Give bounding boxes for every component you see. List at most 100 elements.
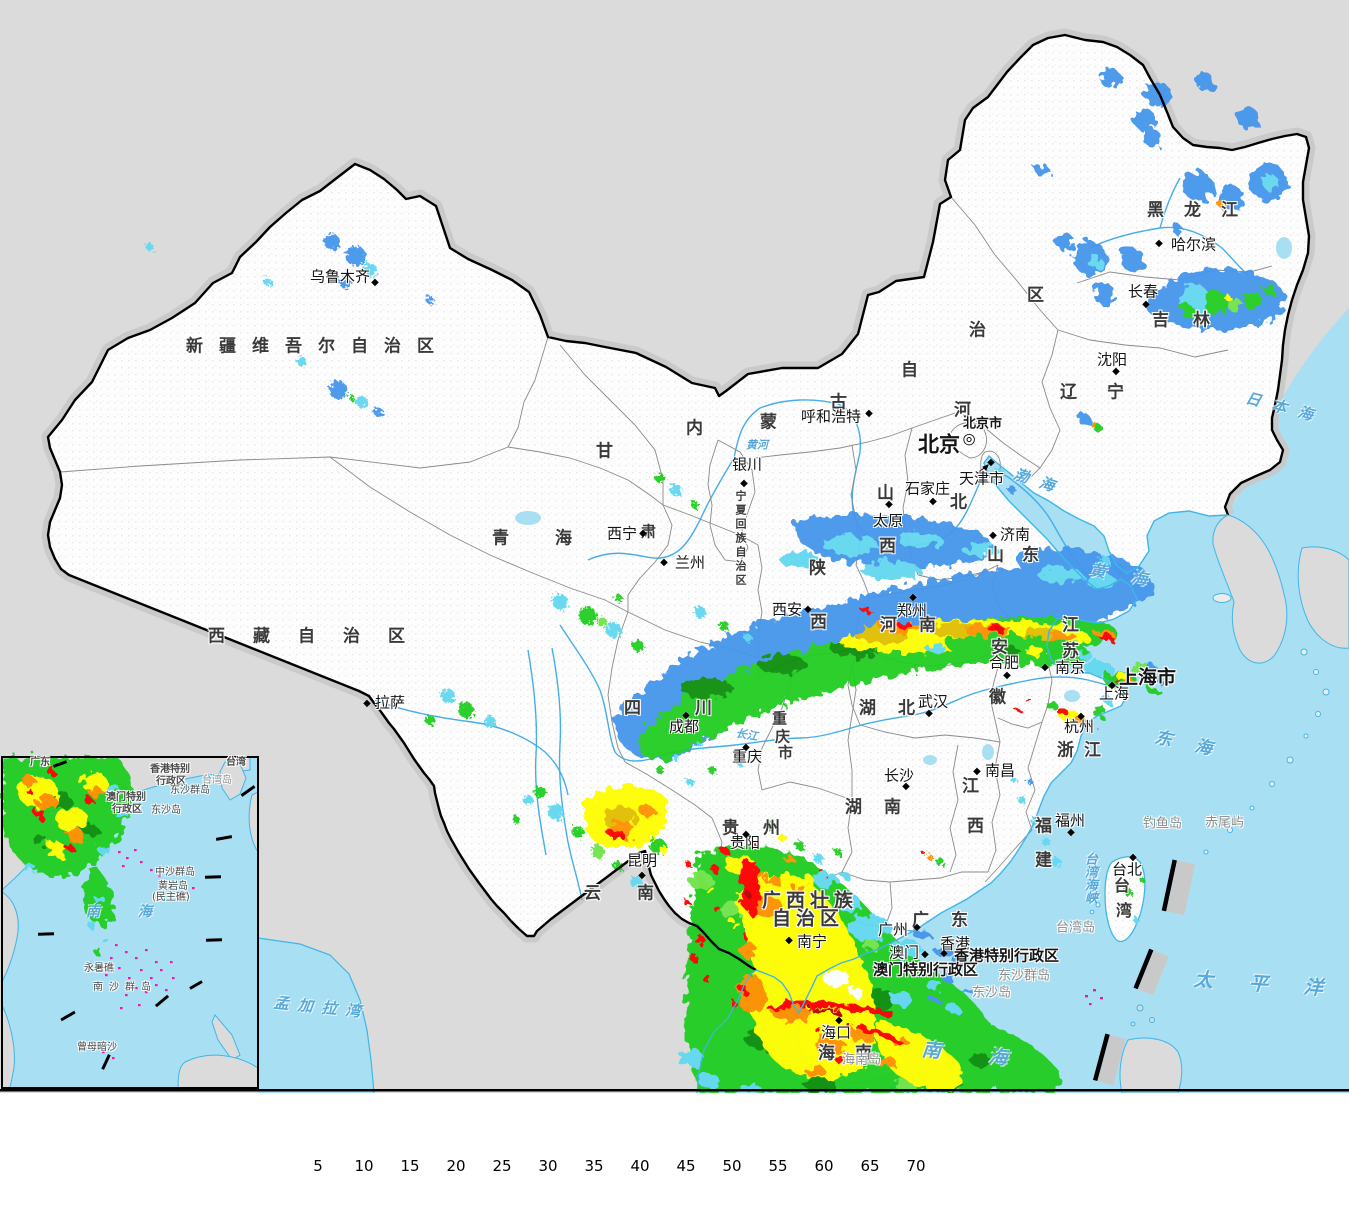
- province-label: 河南: [880, 615, 958, 636]
- city-label: 郑州: [897, 601, 928, 620]
- province-label: 海南: [818, 1043, 892, 1064]
- legend-tick-label: 55: [768, 1157, 788, 1175]
- city-label: 太原: [873, 511, 904, 530]
- vietnam-coastline: [257, 937, 757, 1093]
- city-label: 银川: [732, 455, 763, 474]
- province-label: 肃: [641, 522, 657, 541]
- city-label: 呼和浩特: [801, 407, 862, 426]
- inset-label: 东沙群岛: [170, 785, 210, 796]
- city-label: 武汉: [918, 692, 949, 711]
- city-marker: ◆: [1155, 238, 1163, 249]
- city-label: 哈尔滨: [1171, 235, 1217, 254]
- kyushu: [1297, 546, 1349, 649]
- city-marker: ◆: [785, 935, 793, 946]
- city-label: 昆明: [627, 851, 658, 870]
- city-marker: ◆: [1108, 680, 1116, 691]
- province-label: 山东: [987, 545, 1057, 566]
- city-label: 拉萨: [375, 693, 406, 712]
- province-label: 古: [830, 392, 847, 413]
- legend-tick-label: 50: [722, 1157, 742, 1175]
- inset-label: 曾母暗沙: [77, 1042, 117, 1053]
- province-label: 辽宁: [1060, 382, 1154, 403]
- city-marker: ◆: [639, 528, 647, 539]
- city-marker: ◆: [371, 277, 379, 288]
- inset-label: 香港特别: [150, 764, 190, 775]
- foreign-lands: [1119, 514, 1349, 1093]
- city-label: 香港特别行政区: [954, 946, 1060, 965]
- city-label: 石家庄: [905, 479, 951, 498]
- city-marker: ◆: [740, 478, 748, 489]
- city-marker: ◆: [925, 708, 933, 719]
- province-label: 苏: [1062, 641, 1079, 662]
- city-marker: ◆: [660, 557, 668, 568]
- province-label: 贵州: [722, 818, 804, 839]
- inset-frame: [1, 756, 259, 1089]
- inset-label: 广东: [30, 757, 50, 768]
- city-label: 广州: [878, 920, 909, 939]
- legend-tick-label: 25: [492, 1157, 512, 1175]
- island-label: 赤尾屿: [1205, 815, 1245, 831]
- radar-echo-typhoon: [676, 846, 1062, 1093]
- city-marker: ◆: [929, 496, 937, 507]
- province-label: 庆: [775, 727, 791, 746]
- city-marker: ◆: [1003, 670, 1011, 681]
- city-label: 南宁: [797, 932, 828, 951]
- city-marker: ◆: [638, 870, 646, 881]
- province-label: 自治区: [772, 907, 845, 930]
- city-marker: ◆: [989, 530, 997, 541]
- city-label: 上海市: [1119, 666, 1177, 689]
- city-marker: ◆: [835, 1015, 843, 1026]
- china-landmass: [48, 35, 1309, 1013]
- city-label: 重庆: [732, 747, 763, 766]
- island-label: 东沙群岛: [998, 968, 1051, 984]
- rivers: [374, 177, 1249, 933]
- legend-tick-label: 45: [676, 1157, 696, 1175]
- province-label: 甘: [596, 441, 613, 462]
- legend-tick-label: 65: [860, 1157, 880, 1175]
- city-label: 合肥: [989, 653, 1020, 672]
- inset-dash-line: [37, 760, 256, 1070]
- province-label: 陕: [809, 558, 826, 579]
- legend-tick-label: 15: [400, 1157, 420, 1175]
- city-label: 南昌: [985, 761, 1016, 780]
- inset-label: 中沙群岛: [155, 867, 195, 878]
- province-label: 黑龙江: [1147, 200, 1258, 221]
- city-marker: ◆: [1067, 827, 1075, 838]
- province-label: 四川: [624, 698, 766, 719]
- city-label: 北京: [918, 432, 960, 457]
- province-label: 湖南: [845, 797, 923, 818]
- province-label: 区: [1027, 285, 1044, 306]
- city-label: 福州: [1055, 811, 1086, 830]
- province-label: 蒙: [760, 412, 777, 433]
- city-marker: ◆: [1077, 711, 1085, 722]
- city-label: 天津市: [959, 469, 1005, 488]
- city-marker: ◆: [902, 781, 910, 792]
- legend-tick-label: 5: [313, 1157, 323, 1175]
- province-label: 广西壮族: [762, 889, 859, 912]
- province-label: 湖北: [859, 698, 937, 719]
- inset-vietnam: [1, 891, 19, 983]
- province-label: 西藏自治区: [208, 626, 433, 647]
- city-marker: ◆: [865, 408, 873, 419]
- city-label: 香港: [940, 934, 971, 953]
- island-label: 海南岛: [842, 1052, 882, 1068]
- inset-label: 台湾岛: [202, 775, 232, 786]
- radar-echo-northeast: [1035, 68, 1287, 432]
- map-svg: [0, 0, 1349, 1093]
- inset-malay: [1, 1004, 15, 1089]
- inset-reef-marks: [102, 849, 195, 1060]
- province-label: 广东: [912, 910, 990, 931]
- reef-marks: [1085, 989, 1103, 1006]
- province-label: 青海: [492, 528, 618, 549]
- national-border: [46, 33, 1311, 972]
- city-marker: ◆: [913, 922, 921, 933]
- city-label: 长春: [1128, 282, 1159, 301]
- city-marker: ◆: [973, 766, 981, 777]
- province-label: 湾: [1116, 901, 1133, 920]
- map-canvas: [0, 0, 1349, 1093]
- inset-label: 永暑礁: [84, 963, 114, 974]
- inset-label: 澳门特别: [106, 792, 146, 803]
- city-marker: ◆: [742, 742, 750, 753]
- inset-map: [1, 756, 259, 1089]
- radar-echo-scattered: [146, 234, 1150, 923]
